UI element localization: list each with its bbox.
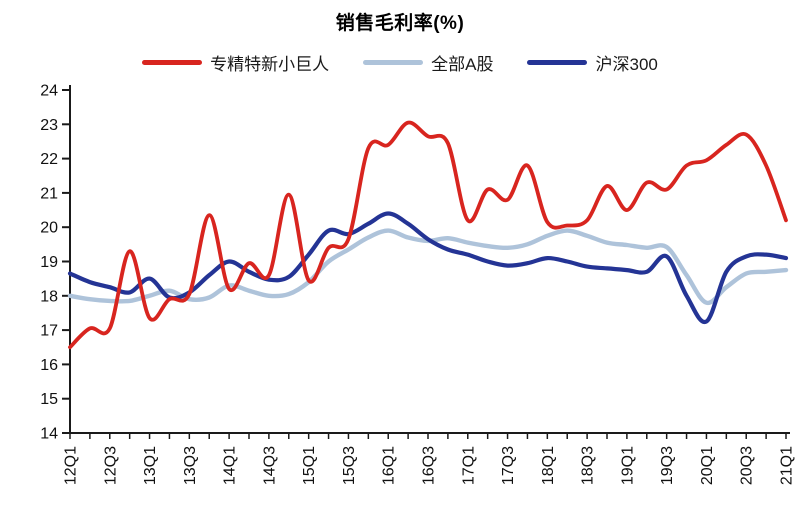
- y-axis-tick-label: 20: [40, 220, 58, 237]
- legend-swatch-icon: [142, 60, 203, 65]
- x-axis-tick-label: 12Q3: [102, 446, 119, 485]
- y-axis-tick-label: 14: [40, 426, 58, 443]
- legend-item: 专精特新小巨人: [142, 50, 329, 75]
- legend-item: 沪深300: [527, 50, 658, 75]
- x-axis-tick-label: 19Q3: [659, 446, 676, 485]
- x-axis-tick-label: 16Q3: [421, 446, 438, 485]
- x-axis-tick-label: 14Q3: [261, 446, 278, 485]
- y-axis-tick-label: 21: [40, 185, 58, 202]
- y-axis-tick-label: 23: [40, 117, 58, 134]
- x-axis-tick-label: 17Q3: [500, 446, 517, 485]
- x-axis-tick-label: 18Q1: [540, 446, 557, 485]
- series-line-沪深300: [67, 211, 789, 325]
- chart-title: 销售毛利率(%): [335, 13, 465, 34]
- legend-item: 全部A股: [363, 50, 493, 75]
- legend-swatch-icon: [527, 60, 588, 65]
- x-axis-tick-label: 13Q1: [142, 446, 159, 485]
- legend-label: 沪深300: [595, 55, 658, 74]
- x-axis-tick-label: 21Q1: [779, 446, 796, 485]
- chart-legend: 专精特新小巨人 全部A股 沪深300: [0, 50, 800, 75]
- x-axis-tick-label: 19Q1: [619, 446, 636, 485]
- x-axis-tick-label: 13Q3: [182, 446, 199, 485]
- x-axis-tick-label: 18Q3: [580, 446, 597, 485]
- legend-label: 专精特新小巨人: [210, 55, 330, 74]
- y-axis-tick-label: 18: [40, 288, 58, 305]
- y-axis-tick-label: 24: [40, 83, 58, 100]
- x-axis-tick-label: 20Q1: [699, 446, 716, 485]
- y-axis-tick-label: 17: [40, 323, 58, 340]
- legend-label: 全部A股: [431, 55, 494, 74]
- x-axis-tick-label: 17Q1: [460, 446, 477, 485]
- legend-swatch-icon: [363, 60, 424, 65]
- x-axis-tick-label: 15Q3: [341, 446, 358, 485]
- y-axis-tick-label: 15: [40, 391, 58, 408]
- series-line-专精特新小巨人: [68, 120, 788, 350]
- y-axis-tick-label: 22: [40, 151, 58, 168]
- x-axis-tick-label: 16Q1: [381, 446, 398, 485]
- x-axis-tick-label: 14Q1: [222, 446, 239, 485]
- x-axis-tick-label: 12Q1: [63, 446, 80, 485]
- y-axis-tick-label: 19: [40, 254, 58, 271]
- x-axis-tick-label: 20Q3: [739, 446, 756, 485]
- x-axis-tick-label: 15Q1: [301, 446, 318, 485]
- y-axis-tick-label: 16: [40, 357, 58, 374]
